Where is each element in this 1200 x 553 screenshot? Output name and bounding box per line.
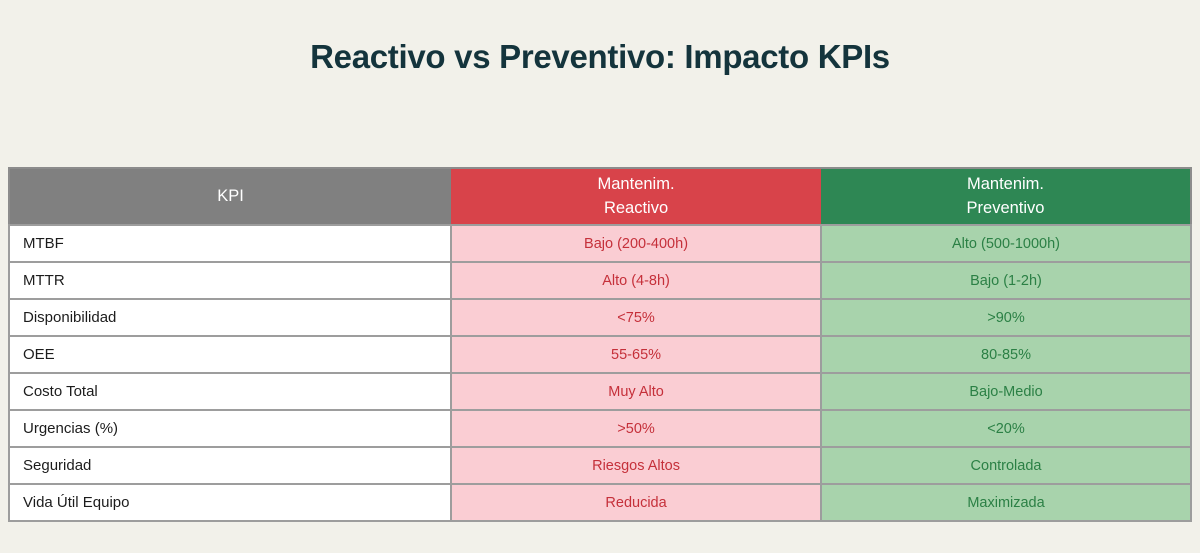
reactivo-value: Muy Alto bbox=[450, 372, 823, 411]
preventivo-value: Maximizada bbox=[820, 483, 1192, 522]
reactivo-value: 55-65% bbox=[450, 335, 823, 374]
reactivo-value: Alto (4-8h) bbox=[450, 261, 823, 300]
kpi-comparison-table: KPI Mantenim. Reactivo Mantenim. Prevent… bbox=[7, 167, 1192, 522]
header-row: KPI Mantenim. Reactivo Mantenim. Prevent… bbox=[9, 168, 1191, 225]
table-row-costo-total: Costo Total Muy Alto Bajo-Medio bbox=[7, 372, 1192, 411]
table-row-oee: OEE 55-65% 80-85% bbox=[7, 335, 1192, 374]
reactivo-value: <75% bbox=[450, 298, 823, 337]
table-row-vida-util: Vida Útil Equipo Reducida Maximizada bbox=[7, 483, 1192, 522]
table-row-disponibilidad: Disponibilidad <75% >90% bbox=[7, 298, 1192, 337]
column-header-preventivo-line2: Preventivo bbox=[966, 198, 1045, 217]
reactivo-value: >50% bbox=[450, 409, 823, 448]
column-header-preventivo-line1: Mantenim. bbox=[966, 175, 1045, 194]
kpi-label: MTTR bbox=[7, 261, 453, 300]
table-header: KPI Mantenim. Reactivo Mantenim. Prevent… bbox=[9, 168, 1191, 225]
reactivo-value: Reducida bbox=[450, 483, 823, 522]
column-header-kpi: KPI bbox=[9, 168, 452, 225]
kpi-label: Costo Total bbox=[7, 372, 453, 411]
kpi-label: MTBF bbox=[7, 224, 453, 263]
reactivo-value: Riesgos Altos bbox=[450, 446, 823, 485]
preventivo-value: Bajo-Medio bbox=[820, 372, 1192, 411]
preventivo-value: Alto (500-1000h) bbox=[820, 224, 1192, 263]
table-row-mttr: MTTR Alto (4-8h) Bajo (1-2h) bbox=[7, 261, 1192, 300]
table-row-seguridad: Seguridad Riesgos Altos Controlada bbox=[7, 446, 1192, 485]
column-header-reactivo-line2: Reactivo bbox=[603, 198, 669, 217]
preventivo-value: <20% bbox=[820, 409, 1192, 448]
table-row-urgencias: Urgencias (%) >50% <20% bbox=[7, 409, 1192, 448]
kpi-label: Disponibilidad bbox=[7, 298, 453, 337]
page-title: Reactivo vs Preventivo: Impacto KPIs bbox=[310, 38, 890, 75]
preventivo-value: Controlada bbox=[820, 446, 1192, 485]
preventivo-value: Bajo (1-2h) bbox=[820, 261, 1192, 300]
column-header-reactivo-line1: Mantenim. bbox=[597, 175, 675, 194]
kpi-label: Seguridad bbox=[7, 446, 453, 485]
table-body: MTBF Bajo (200-400h) Alto (500-1000h) MT… bbox=[7, 224, 1192, 522]
preventivo-value: 80-85% bbox=[820, 335, 1192, 374]
kpi-label: Urgencias (%) bbox=[7, 409, 453, 448]
table-row-mtbf: MTBF Bajo (200-400h) Alto (500-1000h) bbox=[7, 224, 1192, 263]
kpi-label: Vida Útil Equipo bbox=[7, 483, 453, 522]
kpi-label: OEE bbox=[7, 335, 453, 374]
column-header-preventivo: Mantenim. Preventivo bbox=[821, 168, 1191, 225]
reactivo-value: Bajo (200-400h) bbox=[450, 224, 823, 263]
preventivo-value: >90% bbox=[820, 298, 1192, 337]
column-header-reactivo: Mantenim. Reactivo bbox=[451, 168, 822, 225]
